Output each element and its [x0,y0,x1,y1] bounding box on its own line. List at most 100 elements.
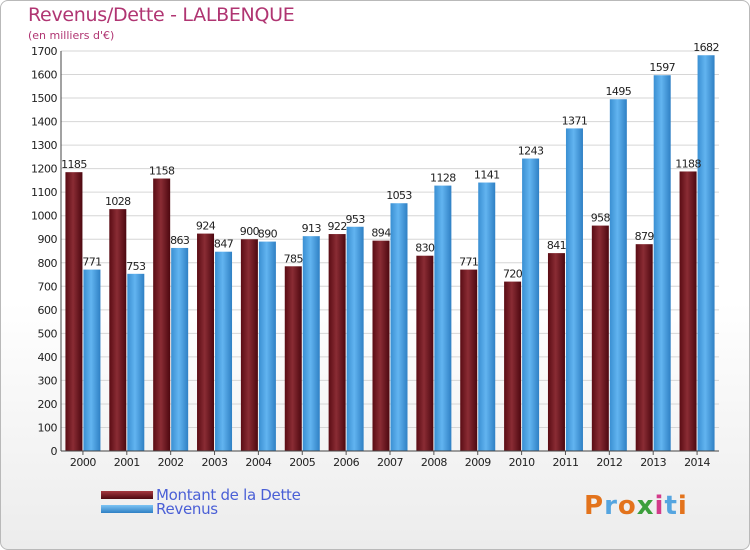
y-tick-label: 1300 [31,139,57,152]
y-tick-label: 100 [38,421,58,434]
logo-letter: i [654,491,665,521]
data-label-revenus: 1495 [606,85,632,98]
y-tick-label: 0 [51,445,58,458]
legend-swatch-dette [101,491,153,499]
bar-revenus [609,99,627,451]
data-label-revenus: 1053 [386,189,412,202]
logo-letter: t [664,491,678,521]
x-tick-label: 2004 [245,456,271,469]
x-tick-label: 2001 [114,456,140,469]
x-tick-label: 2003 [202,456,228,469]
y-tick-label: 500 [38,327,58,340]
data-label-revenus: 1243 [518,145,544,158]
bar-dette [284,266,302,451]
y-tick-label: 700 [38,280,58,293]
logo-letter: i [677,491,688,521]
data-label-revenus: 1597 [649,61,675,74]
y-tick-label: 1200 [31,163,57,176]
bar-revenus [653,75,671,451]
data-label-revenus: 1141 [474,169,500,182]
bar-revenus [434,185,452,451]
x-tick-label: 2009 [465,456,491,469]
data-label-dette: 924 [196,220,216,233]
bar-revenus [390,203,408,451]
data-label-dette: 1158 [149,165,175,178]
bar-dette [635,244,653,451]
x-tick-label: 2012 [596,456,622,469]
logo-letter: x [636,491,655,521]
x-tick-label: 2013 [640,456,666,469]
data-label-dette: 900 [240,225,260,238]
y-tick-label: 600 [38,304,58,317]
y-tick-label: 1400 [31,116,57,129]
legend-swatch-revenus [101,505,153,513]
bar-revenus [83,269,101,451]
bar-dette [504,281,522,451]
bar-revenus [522,158,540,451]
data-label-dette: 830 [415,242,435,255]
data-label-dette: 958 [591,212,611,225]
data-label-revenus: 1128 [430,172,456,185]
data-label-revenus: 771 [82,256,101,269]
y-tick-label: 1600 [31,69,57,82]
y-tick-label: 1500 [31,92,57,105]
data-label-revenus: 847 [214,238,234,251]
bar-revenus [171,247,189,451]
data-label-revenus: 1371 [562,114,588,127]
legend-label-dette: Montant de la Dette [156,486,301,504]
x-tick-label: 2000 [70,456,96,469]
bar-dette [591,225,609,451]
data-label-dette: 1185 [61,158,87,171]
data-label-revenus: 753 [126,260,146,273]
data-label-revenus: 863 [170,234,190,247]
x-tick-label: 2010 [509,456,535,469]
proxiti-logo: Proxiti [584,491,688,521]
bar-revenus [215,251,233,451]
chart-subtitle: (en milliers d'€) [28,29,115,42]
x-tick-label: 2014 [684,456,710,469]
y-tick-label: 400 [38,351,58,364]
bar-dette [328,234,346,451]
bar-dette [547,253,565,451]
data-label-revenus: 890 [258,228,278,241]
bar-revenus [478,182,496,451]
data-label-dette: 1188 [675,157,701,170]
data-label-dette: 894 [371,227,391,240]
y-tick-label: 1700 [31,45,57,58]
y-tick-label: 800 [38,257,58,270]
data-label-revenus: 953 [346,213,366,226]
chart-title: Revenus/Dette - LALBENQUE [28,4,295,26]
bar-dette [372,240,390,451]
y-tick-label: 900 [38,233,58,246]
bar-dette [460,269,478,451]
logo-letter: o [617,491,637,521]
bar-revenus [302,236,320,451]
y-tick-label: 1100 [31,186,57,199]
data-label-dette: 785 [284,252,304,265]
bar-revenus [258,241,276,451]
bar-revenus [346,226,364,451]
data-label-dette: 1028 [105,195,131,208]
bar-revenus [127,273,145,451]
x-tick-label: 2005 [289,456,315,469]
bar-dette [197,233,215,451]
logo-letter: P [584,491,605,521]
x-tick-label: 2008 [421,456,447,469]
data-label-dette: 922 [328,220,347,233]
x-tick-label: 2002 [158,456,184,469]
y-tick-label: 300 [38,374,58,387]
bar-revenus [565,128,583,451]
logo-letter: r [604,491,618,521]
data-label-revenus: 913 [302,222,322,235]
legend-label-revenus: Revenus [156,500,218,518]
y-tick-label: 1000 [31,210,57,223]
data-label-dette: 841 [547,239,566,252]
bar-dette [679,171,697,451]
data-label-revenus: 1682 [693,41,719,54]
bar-dette [416,255,434,451]
data-label-dette: 720 [503,268,523,281]
x-tick-label: 2007 [377,456,403,469]
x-tick-label: 2006 [333,456,359,469]
